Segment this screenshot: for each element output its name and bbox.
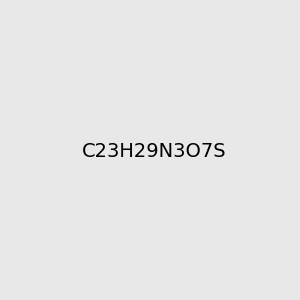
- Text: C23H29N3O7S: C23H29N3O7S: [81, 142, 226, 161]
